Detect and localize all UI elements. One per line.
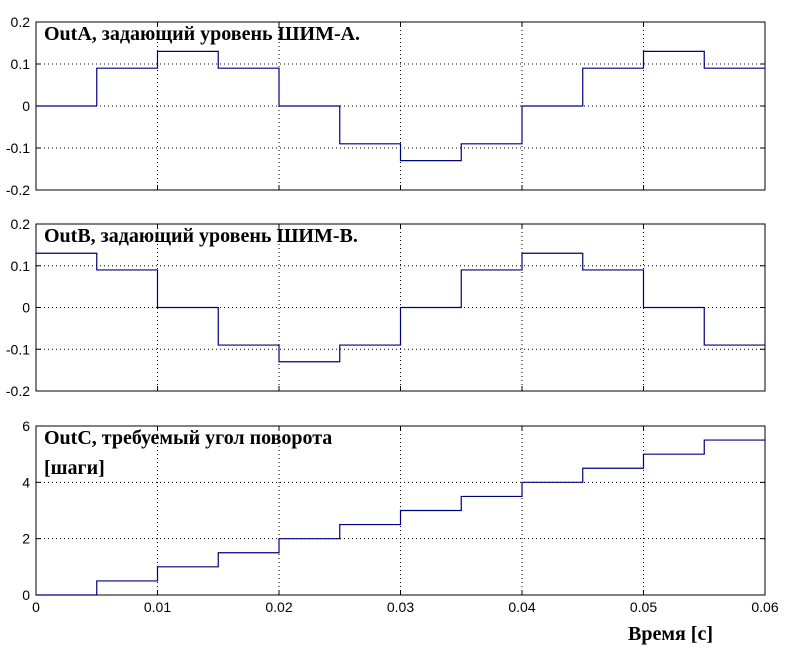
x-tick-label: 0.01 bbox=[144, 599, 171, 615]
y-tick-label: -0.2 bbox=[6, 383, 30, 399]
x-tick-label: 0.02 bbox=[265, 599, 292, 615]
series-line bbox=[36, 50, 765, 162]
x-tick-label: 0.04 bbox=[508, 599, 535, 615]
axes-frame bbox=[35, 223, 766, 392]
series-line bbox=[36, 439, 765, 596]
y-tick-label: 0.2 bbox=[11, 14, 31, 30]
y-tick-label: 6 bbox=[22, 418, 30, 434]
x-tick-label: 0.03 bbox=[387, 599, 414, 615]
y-tick-label: 4 bbox=[22, 474, 30, 490]
y-tick-label: -0.1 bbox=[6, 140, 30, 156]
axes-frame bbox=[35, 425, 766, 596]
panel-title: OutB, задающий уровень ШИМ-B. bbox=[44, 225, 358, 247]
y-tick-label: 0 bbox=[22, 587, 30, 603]
panel-title: OutC, требуемый угол поворота bbox=[44, 427, 332, 449]
y-tick-label: 0 bbox=[22, 300, 30, 316]
plot-panel-outc: 0 2 4 6 0 0.01 0.02 0.03 0.04 0.05 0.06 OutC, требу… bbox=[22, 418, 779, 615]
plot-panel-outa: -0.2 -0.1 0 0.1 0.2 OutA, задающий уровень ШИ… bbox=[6, 14, 766, 198]
y-tick-label: 0 bbox=[22, 98, 30, 114]
y-tick-label: 0.1 bbox=[11, 258, 31, 274]
x-tick-label: 0.06 bbox=[751, 599, 778, 615]
y-tick-label: 0.2 bbox=[11, 216, 31, 232]
panel-title: OutA, задающий уровень ШИМ-A. bbox=[44, 23, 360, 45]
y-tick-label: -0.1 bbox=[6, 341, 30, 357]
series-line bbox=[36, 252, 765, 363]
x-tick-label: 0.05 bbox=[630, 599, 657, 615]
y-tick-label: 2 bbox=[22, 531, 30, 547]
panel-title-line2: [шаги] bbox=[44, 457, 105, 479]
plot-panel-outb: -0.2 -0.1 0 0.1 0.2 OutB, задающий уровень ШИ… bbox=[6, 216, 766, 399]
y-tick-label: -0.2 bbox=[6, 182, 30, 198]
x-axis-label: Время [с] bbox=[628, 623, 713, 645]
y-tick-label: 0.1 bbox=[11, 56, 31, 72]
x-tick-label: 0 bbox=[32, 599, 40, 615]
